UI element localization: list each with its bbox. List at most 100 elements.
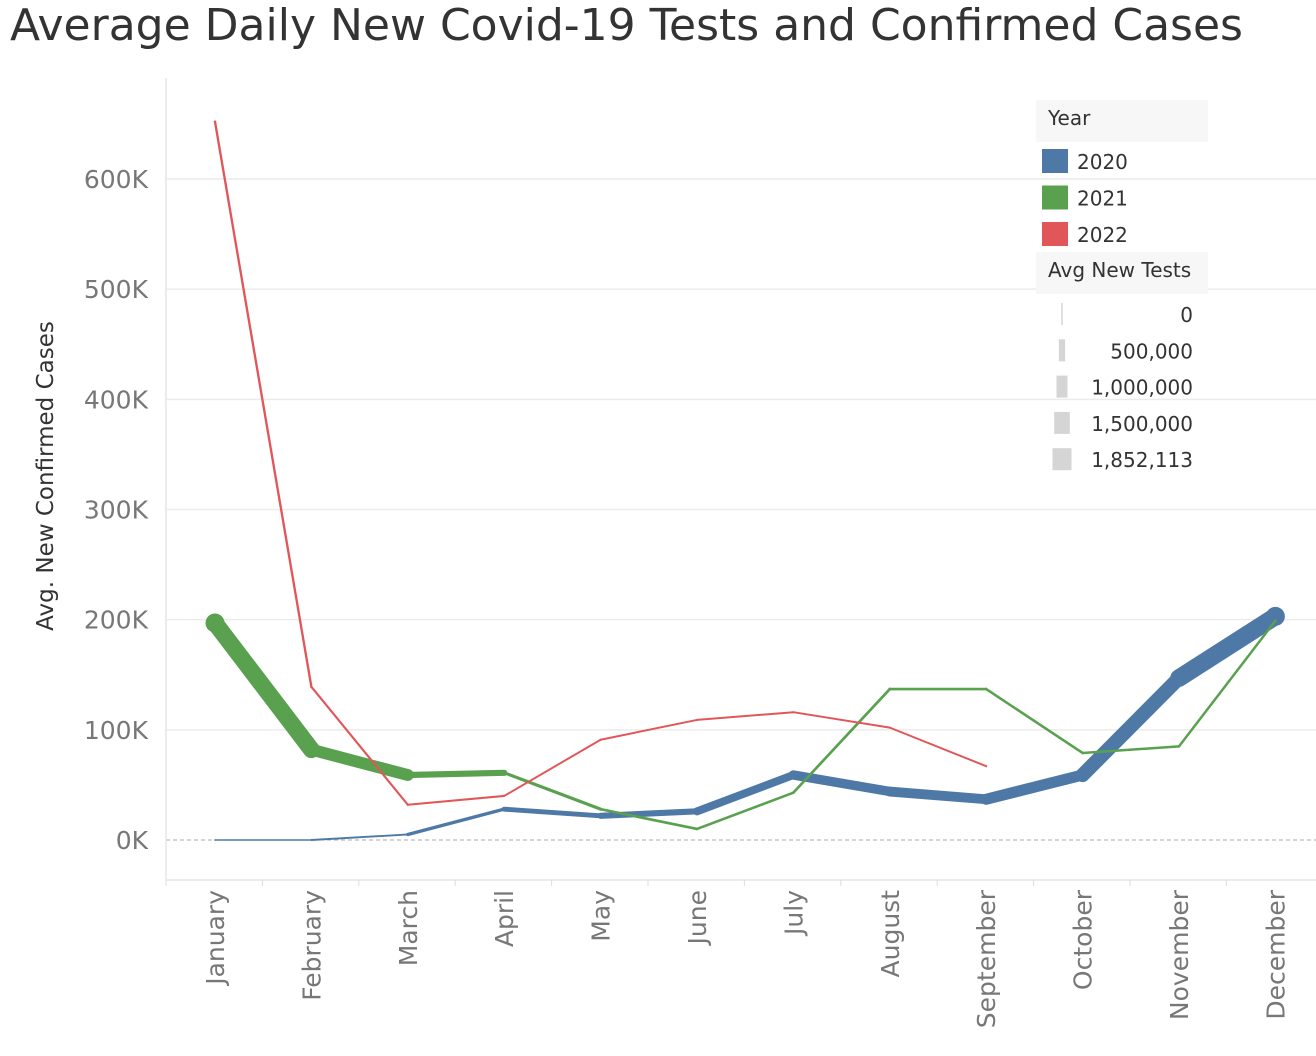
data-point-2022 [599,738,602,741]
size-legend-swatch [1052,448,1072,471]
series-segment-2022 [213,120,313,689]
legend-label-2022: 2022 [1077,223,1128,247]
size-legend-label: 500,000 [1110,339,1193,363]
x-tick-label: February [297,890,326,1001]
series-segment-2022 [310,685,409,806]
series-2021 [205,613,1277,831]
legend-label-2020: 2020 [1077,150,1128,174]
data-point-2021 [1081,751,1084,755]
series-segment-2022 [599,718,698,741]
data-point-2022 [213,120,217,123]
series-segment-2020 [597,808,701,819]
size-legend-swatch [1054,411,1070,434]
size-legend-label: 1,000,000 [1091,376,1193,400]
size-legend-swatch [1058,339,1066,362]
legend-label-2021: 2021 [1077,187,1128,211]
y-tick-label: 300K [84,496,149,525]
data-point-2020 [214,839,216,841]
data-point-2020 [1076,768,1089,782]
series-segment-2020 [693,771,798,816]
series-segment-2021 [206,614,320,759]
y-tick-label: 100K [84,716,149,745]
series-segment-2022 [406,794,506,806]
series-segment-2020 [1170,607,1285,687]
series-2020 [214,606,1285,841]
data-point-2022 [696,718,698,721]
series-segment-2020 [980,769,1089,805]
data-point-2021 [502,771,506,775]
chart-title: Average Daily New Covid-19 Tests and Con… [10,0,1243,51]
series-segment-2020 [406,807,506,837]
data-point-2021 [888,687,892,691]
data-point-2022 [888,726,891,729]
series-segment-2021 [1177,619,1277,748]
data-point-2021 [599,807,603,811]
data-point-2021 [205,613,225,633]
series-segment-2020 [788,770,895,797]
size-legend-label: 1,852,113 [1091,448,1193,472]
data-point-2020 [597,813,604,819]
size-legend-swatch [1056,375,1068,398]
x-tick-label: March [394,890,423,966]
data-point-2022 [503,794,506,797]
series-segment-2022 [503,738,602,797]
series-segment-2020 [310,833,409,841]
series-segment-2021 [792,687,892,794]
series-segment-2021 [599,807,699,831]
series-segment-2021 [305,743,414,781]
x-tick-label: October [1069,889,1098,990]
series-segment-2021 [502,771,603,811]
size-legend-swatch [1061,303,1063,325]
data-point-2020 [693,807,701,815]
size-legend-label: 0 [1180,303,1193,327]
legend-title-bg [1036,100,1208,142]
data-point-2020 [502,806,507,812]
series-segment-2021 [984,687,1084,755]
y-axis-title: Avg. New Confirmed Cases [33,321,59,631]
data-point-2022 [310,685,313,688]
data-point-2022 [985,765,988,768]
size-legend-title: Avg New Tests [1048,258,1191,282]
x-tick-label: April [490,890,519,947]
x-tick-label: July [779,890,808,937]
series-segment-2022 [696,711,795,721]
size-legend-label: 1,500,000 [1091,412,1193,436]
data-point-2020 [1170,669,1188,687]
series-segment-2021 [695,791,795,831]
legend-swatch-2022 [1042,222,1068,246]
y-tick-label: 500K [84,275,149,304]
data-point-2021 [984,687,988,691]
data-point-2022 [406,803,409,806]
x-tick-label: August [876,890,905,978]
series-lines [205,120,1285,841]
data-point-2020 [310,839,313,841]
series-segment-2020 [884,786,992,805]
series-2022 [213,120,988,806]
data-point-2020 [981,794,992,805]
legend-swatch-2021 [1042,185,1068,210]
data-point-2021 [1177,745,1181,748]
data-point-2021 [1274,619,1277,622]
data-point-2020 [406,833,409,836]
series-segment-2022 [888,726,988,768]
data-point-2021 [695,827,699,831]
legend-title: Year [1047,106,1091,130]
data-point-2020 [1265,606,1285,626]
legend: Year 2020 2021 2022 Avg New Tests 0 500,000 1,0… [1036,100,1208,472]
axes: 0K 100K 200K 300K 400K 500K 600K January Februar… [84,78,1316,1028]
size-legend-title-bg [1036,252,1208,294]
data-point-2021 [403,770,413,780]
y-tick-label: 400K [84,385,149,414]
series-segment-2022 [792,711,891,729]
x-tick-label: January [201,890,230,987]
data-point-2021 [792,791,795,794]
x-tick-label: December [1261,889,1290,1019]
x-tick-label: September [972,889,1001,1028]
x-tick-label: June [683,890,712,946]
x-tick-label: May [587,890,616,942]
series-segment-2021 [1081,745,1181,755]
y-tick-label: 600K [84,165,149,194]
data-point-2021 [304,742,319,758]
data-point-2020 [788,770,798,780]
y-tick-label: 0K [116,826,149,855]
